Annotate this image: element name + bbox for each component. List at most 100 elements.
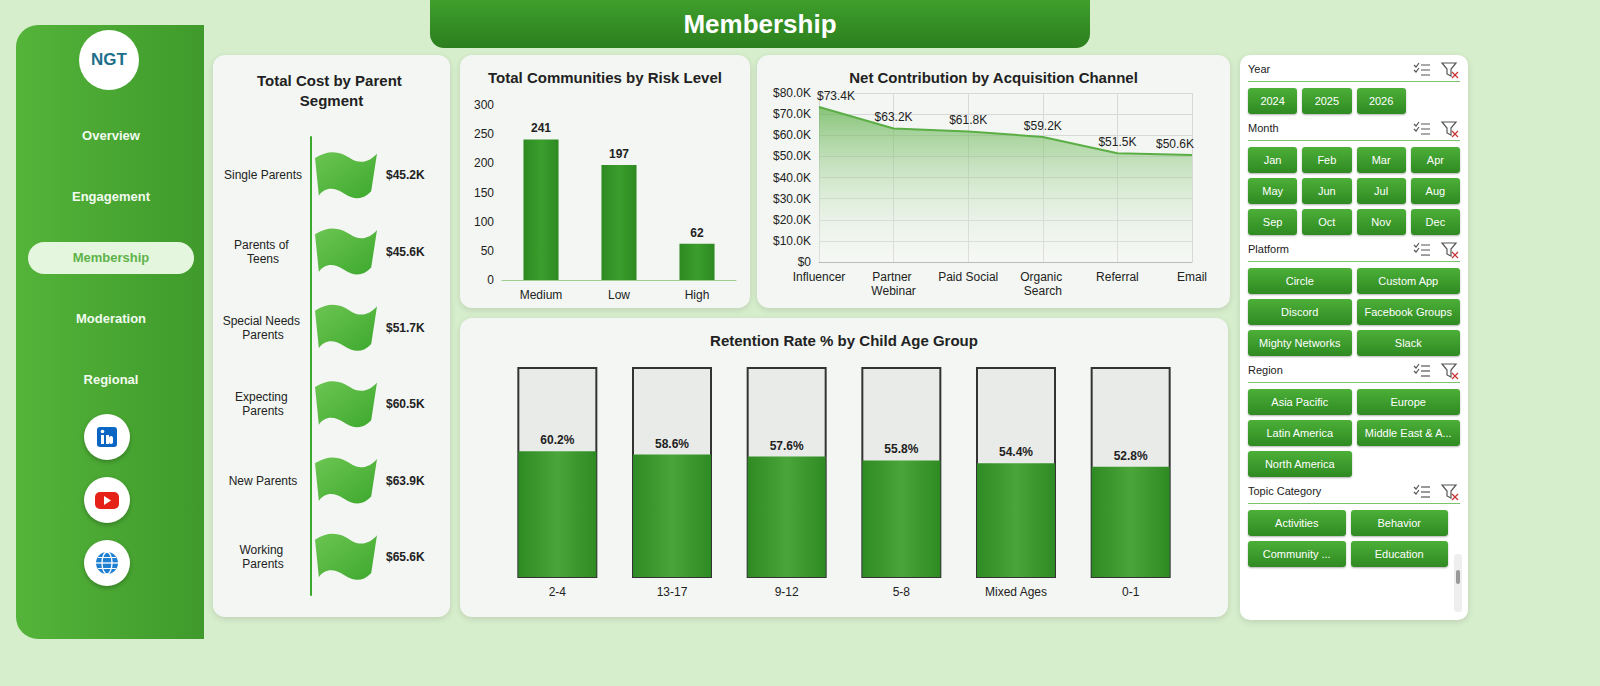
html-text:Membership: Membership (72, 250, 150, 265)
html-text:Sep: Sep (1262, 216, 1283, 228)
svg-text:55.8%: 55.8% (884, 442, 918, 456)
html-text:Jul: Jul (1374, 185, 1389, 197)
html-text:Aug: Aug (1425, 185, 1446, 197)
svg-text:5-8: 5-8 (893, 585, 911, 599)
svg-text:13-17: 13-17 (657, 585, 688, 599)
svg-text:$30.0K: $30.0K (773, 192, 811, 206)
html-text:Custom App: Custom App (1378, 275, 1439, 287)
svg-text:Email: Email (1177, 270, 1207, 284)
svg-text:$60.0K: $60.0K (773, 128, 811, 142)
svg-text:Referral: Referral (1096, 270, 1139, 284)
svg-text:Paid Social: Paid Social (938, 270, 998, 284)
html-text:Discord: Discord (1281, 306, 1319, 318)
svg-text:Teens: Teens (247, 252, 279, 266)
svg-text:$51.5K: $51.5K (1098, 135, 1136, 149)
html-text:Jun: Jun (1318, 185, 1336, 197)
html-text:Mar: Mar (1371, 154, 1391, 166)
svg-text:100: 100 (474, 215, 494, 229)
svg-text:52.8%: 52.8% (1114, 449, 1148, 463)
svg-text:Medium: Medium (520, 288, 563, 302)
svg-text:$60.5K: $60.5K (386, 397, 425, 411)
svg-text:0-1: 0-1 (1122, 585, 1140, 599)
svg-text:$80.0K: $80.0K (773, 86, 811, 100)
svg-text:High: High (685, 288, 710, 302)
html-text:NGT: NGT (91, 50, 127, 69)
svg-text:57.6%: 57.6% (770, 439, 804, 453)
svg-text:Parents of: Parents of (234, 238, 292, 252)
html-text:2026: 2026 (1368, 95, 1394, 107)
svg-text:0: 0 (487, 273, 494, 287)
svg-text:$10.0K: $10.0K (773, 234, 811, 248)
html-text:Dec: Dec (1425, 216, 1446, 228)
svg-text:60.2%: 60.2% (540, 433, 574, 447)
svg-text:Webinar: Webinar (871, 284, 915, 298)
html-text:May: May (1262, 185, 1283, 197)
svg-text:$59.2K: $59.2K (1024, 119, 1062, 133)
svg-text:Low: Low (608, 288, 630, 302)
html-text:Oct: Oct (1318, 216, 1336, 228)
svg-text:Special Needs: Special Needs (223, 314, 304, 328)
html-text:Jan: Jan (1263, 154, 1282, 166)
html-text:Overview: Overview (82, 128, 140, 143)
svg-text:Total Communities by Risk Leve: Total Communities by Risk Level (488, 69, 722, 86)
svg-text:$45.2K: $45.2K (386, 168, 425, 182)
svg-text:$65.6K: $65.6K (386, 550, 425, 564)
html-text:Year: Year (1248, 63, 1271, 75)
html-text:Slack: Slack (1394, 337, 1422, 349)
html-text:Month: Month (1248, 122, 1279, 134)
svg-text:50: 50 (481, 244, 495, 258)
html-text:Circle: Circle (1285, 275, 1314, 287)
html-text:Feb: Feb (1317, 154, 1337, 166)
svg-text:62: 62 (690, 226, 704, 240)
html-text:Engagement: Engagement (72, 189, 150, 204)
html-text:Regional: Regional (83, 372, 139, 387)
svg-text:$70.0K: $70.0K (773, 107, 811, 121)
svg-text:$63.2K: $63.2K (875, 110, 913, 124)
svg-text:150: 150 (474, 186, 494, 200)
svg-text:241: 241 (531, 121, 551, 135)
svg-text:Working: Working (239, 543, 286, 557)
svg-text:$61.8K: $61.8K (949, 113, 987, 127)
html-text:2024: 2024 (1260, 95, 1285, 107)
svg-text:Total Cost by Parent: Total Cost by Parent (257, 72, 406, 89)
html-text:Mighty Networks: Mighty Networks (1259, 337, 1341, 349)
svg-text:2-4: 2-4 (549, 585, 567, 599)
html-text:Moderation: Moderation (76, 311, 146, 326)
svg-text:$45.6K: $45.6K (386, 245, 425, 259)
svg-text:Expecting: Expecting (235, 390, 291, 404)
svg-text:$73.4K: $73.4K (817, 89, 855, 103)
svg-text:300: 300 (474, 98, 494, 112)
svg-text:Partner: Partner (872, 270, 915, 284)
svg-text:250: 250 (474, 127, 494, 141)
svg-text:Parents: Parents (242, 404, 283, 418)
svg-text:54.4%: 54.4% (999, 445, 1033, 459)
svg-text:Parents: Parents (242, 328, 283, 342)
svg-text:9-12: 9-12 (775, 585, 799, 599)
svg-text:$40.0K: $40.0K (773, 171, 811, 185)
svg-text:Retention Rate % by Child Age: Retention Rate % by Child Age Group (710, 332, 978, 349)
svg-text:New Parents: New Parents (229, 474, 298, 488)
html-text:2025: 2025 (1314, 95, 1340, 107)
svg-text:Parents: Parents (242, 557, 283, 571)
html-text:Platform: Platform (1248, 243, 1289, 255)
svg-text:$50.6K: $50.6K (1156, 137, 1194, 151)
svg-text:58.6%: 58.6% (655, 437, 689, 451)
html-text:Facebook Groups: Facebook Groups (1364, 306, 1452, 318)
svg-text:$0: $0 (798, 255, 812, 269)
svg-text:Mixed Ages: Mixed Ages (985, 585, 1047, 599)
svg-text:$51.7K: $51.7K (386, 321, 425, 335)
svg-text:$63.9K: $63.9K (386, 474, 425, 488)
svg-text:197: 197 (609, 147, 629, 161)
svg-text:Influencer: Influencer (793, 270, 846, 284)
html-text:Membership: Membership (683, 9, 837, 39)
html-text:Apr: Apr (1426, 154, 1444, 166)
svg-text:Search: Search (1024, 284, 1062, 298)
svg-text:200: 200 (474, 156, 494, 170)
svg-text:Segment: Segment (300, 92, 363, 109)
svg-text:$20.0K: $20.0K (773, 213, 811, 227)
svg-text:Single Parents: Single Parents (224, 168, 302, 182)
html-text:Nov: Nov (1371, 216, 1391, 228)
svg-text:$50.0K: $50.0K (773, 149, 811, 163)
svg-text:Organic: Organic (1020, 270, 1065, 284)
svg-text:Net Contribution by Acquisitio: Net Contribution by Acquisition Channel (849, 69, 1138, 86)
